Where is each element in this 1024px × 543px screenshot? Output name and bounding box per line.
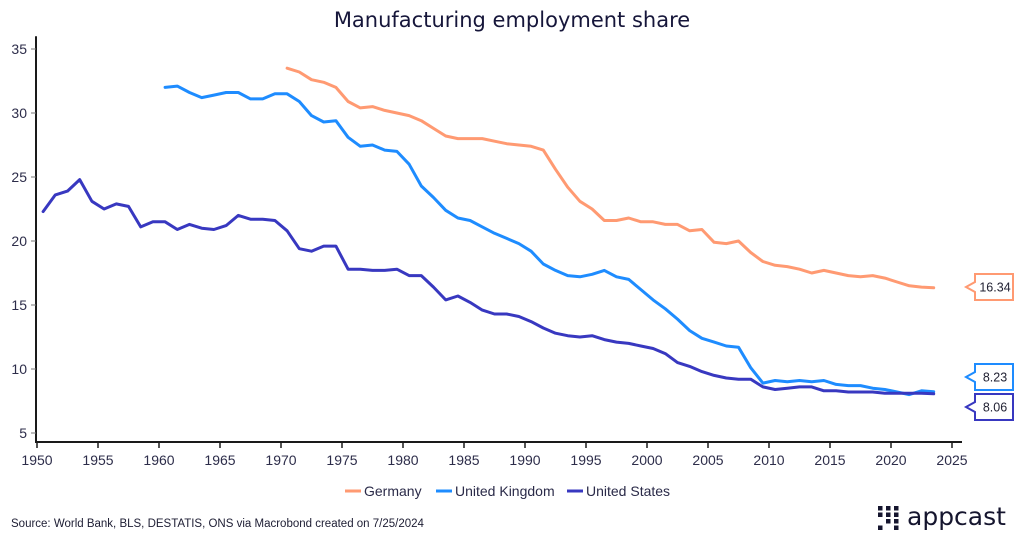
end-label-value: 8.23 [983, 371, 1007, 385]
x-tick-label: 2015 [814, 452, 845, 468]
x-tick-label: 1960 [143, 452, 174, 468]
logo-square [886, 519, 891, 524]
end-label-united-kingdom: 8.23 [963, 363, 1014, 391]
end-label-germany: 16.34 [963, 273, 1014, 301]
legend-label: Germany [364, 483, 422, 499]
series-lines [41, 66, 936, 397]
x-tick-label: 1950 [21, 452, 52, 468]
x-tick-label: 1995 [570, 452, 601, 468]
y-tick-label: 25 [11, 169, 27, 185]
x-tick-label: 2010 [753, 452, 784, 468]
x-tick-label: 1990 [509, 452, 540, 468]
logo-square [894, 519, 899, 524]
end-label-united-states: 8.06 [963, 393, 1014, 421]
end-label-value: 16.34 [979, 281, 1010, 295]
logo-square [878, 512, 883, 517]
end-label-box [963, 393, 1014, 421]
logo-square [886, 506, 891, 511]
series-line-united-states [41, 178, 936, 396]
legend-label: United Kingdom [455, 483, 555, 499]
x-tick-label: 1985 [448, 452, 479, 468]
end-label-box [963, 273, 1014, 301]
x-tick-label: 1965 [204, 452, 235, 468]
y-tick-label: 10 [11, 361, 27, 377]
x-tick-label: 2020 [875, 452, 906, 468]
appcast-logo: appcast [878, 502, 1006, 531]
appcast-logo-text: appcast [907, 502, 1006, 531]
end-labels: 16.34 8.23 8.06 [963, 273, 1014, 421]
series-line-germany [285, 66, 936, 290]
legend: Germany United Kingdom United States [345, 483, 670, 499]
y-tick-label: 30 [11, 105, 27, 121]
legend-label: United States [586, 483, 670, 499]
y-tick-label: 20 [11, 233, 27, 249]
logo-square [894, 506, 899, 511]
x-tick-label: 2000 [631, 452, 662, 468]
x-tick-label: 1955 [82, 452, 113, 468]
y-tick-label: 15 [11, 297, 27, 313]
x-tick-label: 1975 [326, 452, 357, 468]
legend-item-united-states: United States [567, 483, 670, 499]
x-tick-label: 2005 [692, 452, 723, 468]
logo-square [886, 512, 891, 517]
appcast-logo-mark-icon [878, 506, 899, 530]
legend-item-united-kingdom: United Kingdom [436, 483, 555, 499]
end-label-box [963, 363, 1014, 391]
logo-square [894, 512, 899, 517]
x-tick-label: 1980 [387, 452, 418, 468]
series-line-united-kingdom [163, 84, 936, 397]
y-tick-label: 35 [11, 41, 27, 57]
legend-item-germany: Germany [345, 483, 422, 499]
y-tick-label: 5 [19, 425, 27, 441]
x-tick-label: 2025 [936, 452, 967, 468]
logo-square [878, 525, 883, 530]
end-label-value: 8.06 [983, 401, 1007, 415]
logo-square [894, 525, 899, 530]
x-tick-label: 1970 [265, 452, 296, 468]
source-note: Source: World Bank, BLS, DESTATIS, ONS v… [11, 518, 425, 530]
logo-square [878, 506, 883, 511]
chart-title: Manufacturing employment share [334, 8, 690, 32]
